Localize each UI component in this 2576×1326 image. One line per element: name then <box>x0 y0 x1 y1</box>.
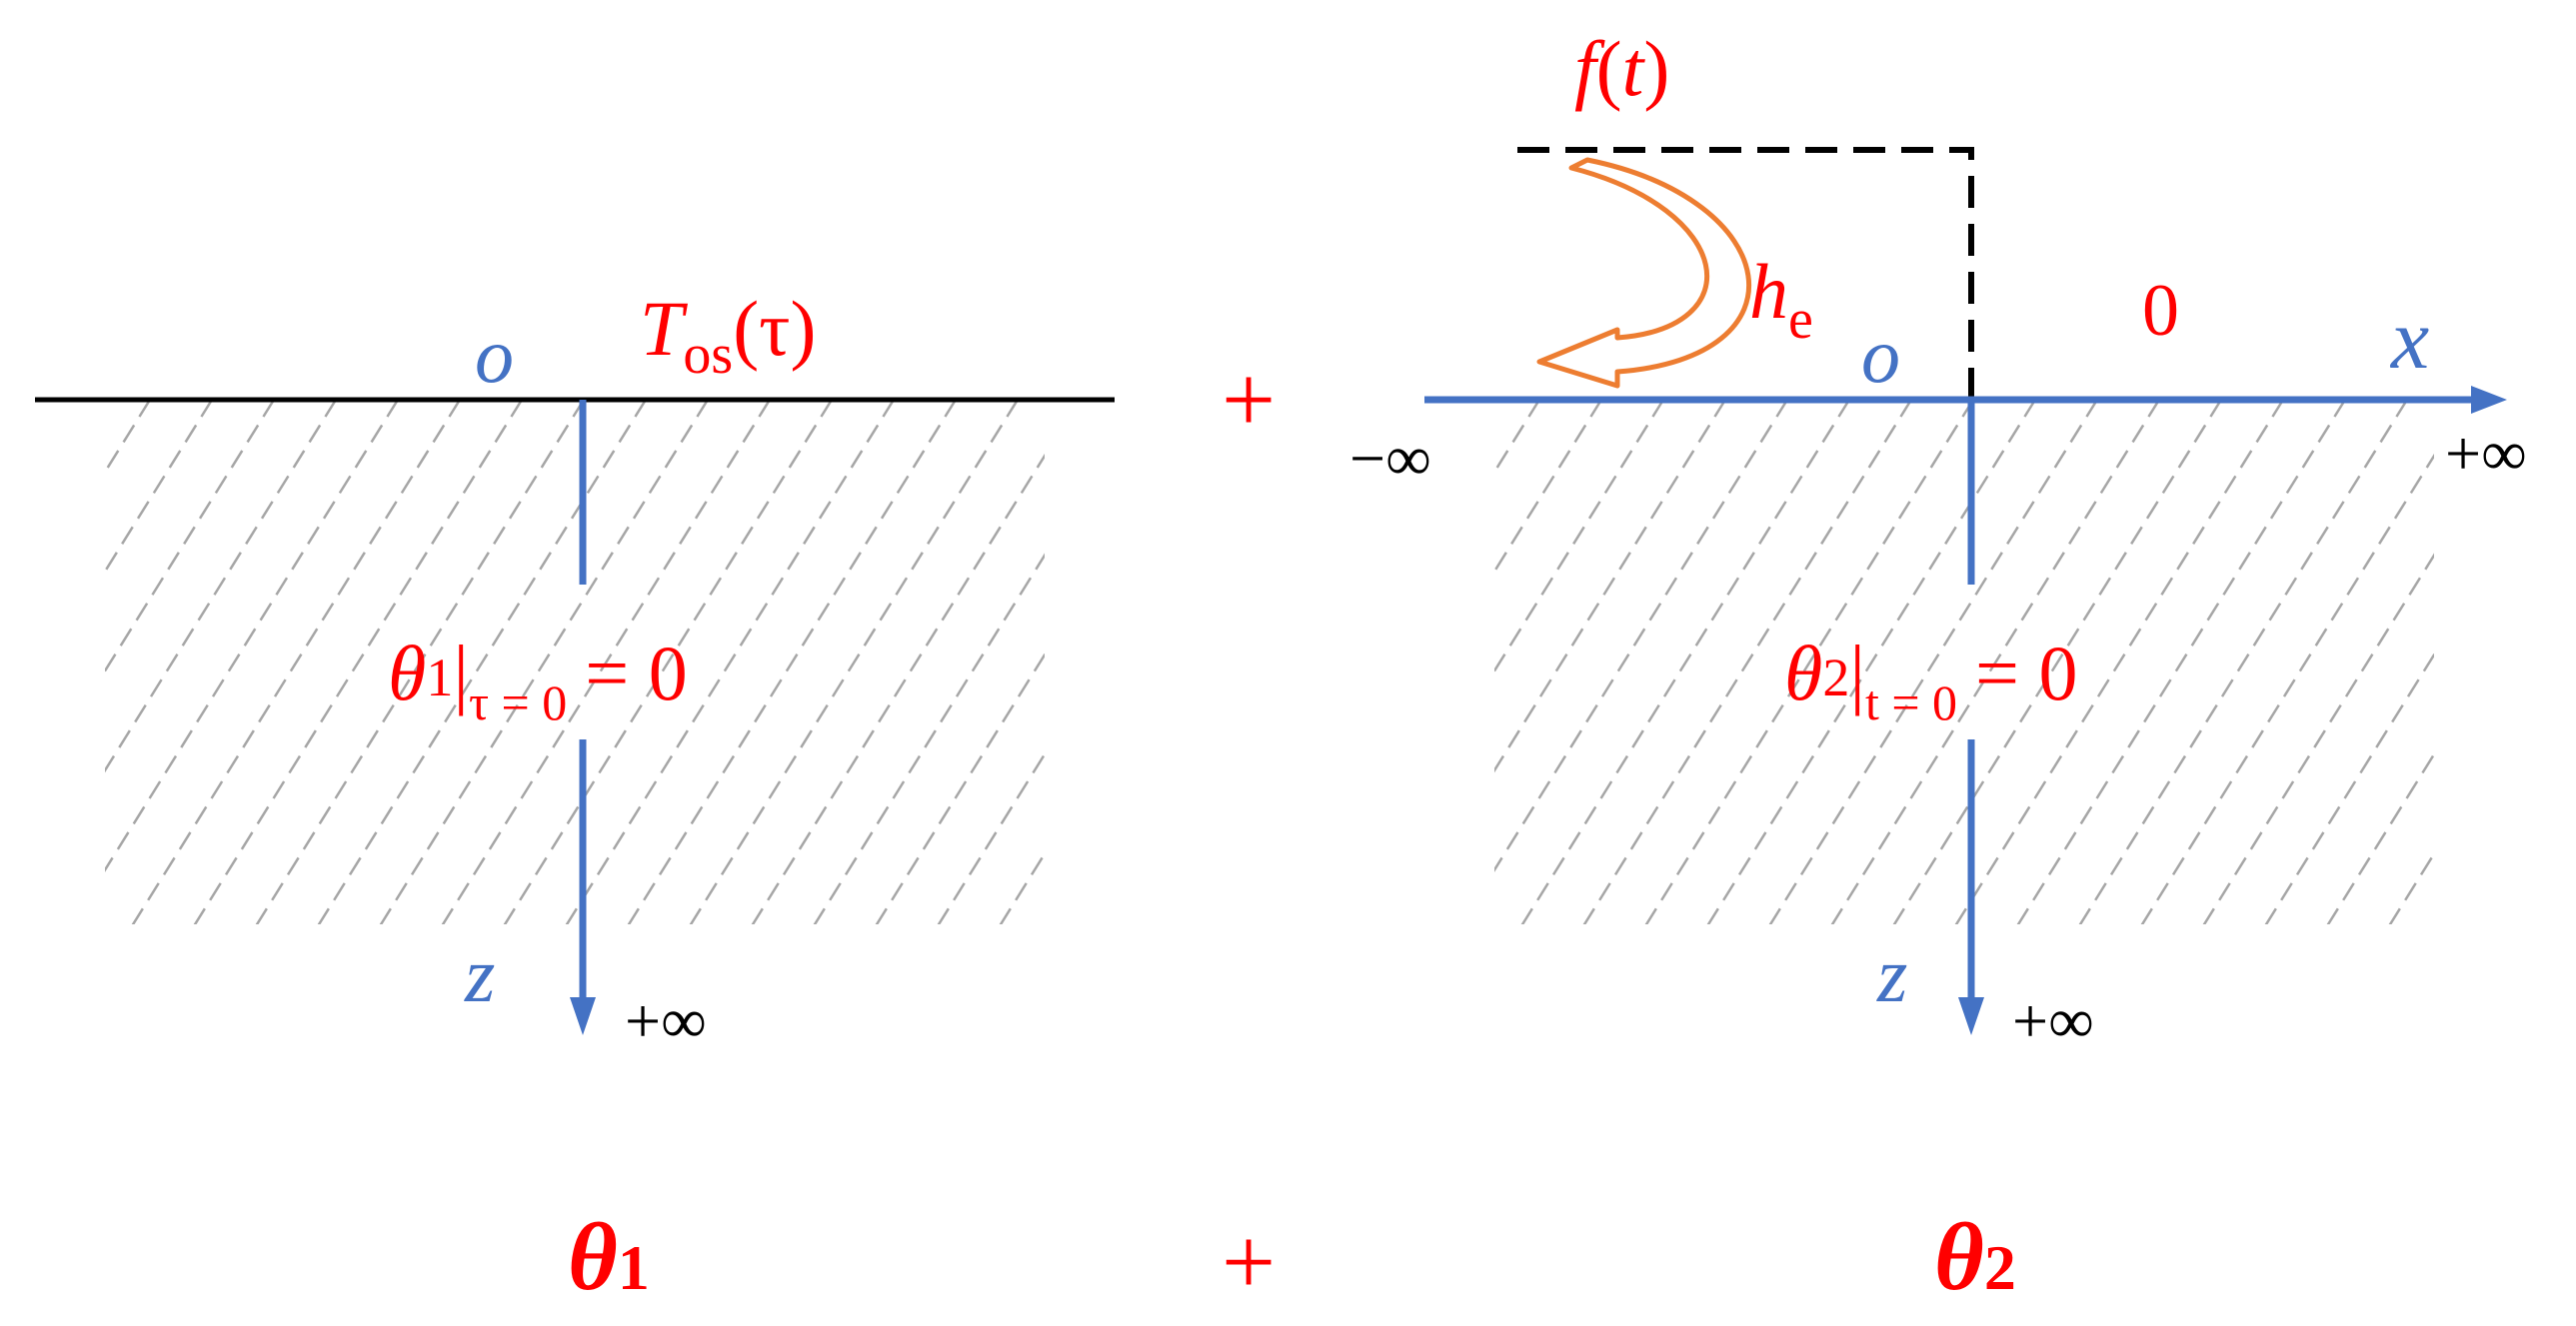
hatch-line <box>1892 400 2223 924</box>
x-axis-label: x <box>2389 291 2429 387</box>
hatch-line <box>105 400 152 475</box>
right-bottom-label: θ2 <box>1934 1203 2016 1310</box>
hatch-line <box>565 400 896 924</box>
f-step-dashed-line <box>1517 147 1974 400</box>
right-z-label: z <box>1876 931 1907 1018</box>
hatch-line <box>2016 400 2347 924</box>
right-initial-index: 2 <box>1822 648 1849 707</box>
x-axis-arrowhead <box>2471 386 2507 414</box>
right-initial-theta: θ <box>1784 630 1822 716</box>
hatch-line <box>105 400 276 673</box>
left-initial-cond: τ = 0 <box>469 674 567 730</box>
hatch-line <box>105 400 214 575</box>
left-z-infinity: +∞ <box>625 985 707 1056</box>
right-z-axis-arrowhead <box>1958 997 1984 1035</box>
plus-infinity-label: +∞ <box>2445 418 2527 489</box>
left-initial-condition: θ1|τ = 0 = 0 <box>388 630 688 730</box>
hatch-line <box>503 400 834 924</box>
hatch-line <box>1520 400 1851 924</box>
hatch-line <box>2078 400 2409 924</box>
hatch-line <box>1184 400 1513 929</box>
hatch-line <box>131 400 462 924</box>
hatch-line <box>379 400 710 924</box>
hatch-line <box>1768 400 2099 924</box>
left-ground-hatch <box>105 400 1513 929</box>
left-panel: o Tos(τ) θ1|τ = 0 = 0 z +∞ θ1 <box>35 285 1513 1310</box>
hatch-line <box>689 400 1020 924</box>
hatch-line <box>1494 400 1603 575</box>
hatch-line <box>2264 652 2434 924</box>
hatch-line <box>1706 400 2037 924</box>
hatch-line <box>105 400 338 773</box>
right-initial-condition: θ2|t = 0 = 0 <box>1784 630 2078 730</box>
hatch-line <box>1644 400 1975 924</box>
right-panel: f(t) he 0 o x −∞ +∞ θ2|t = 0 = 0 z +∞ θ2 <box>1349 25 2527 1310</box>
hatch-line <box>751 453 1045 924</box>
left-boundary-arg: (τ) <box>733 285 816 372</box>
zero-region-label: 0 <box>2142 270 2179 352</box>
hatch-line <box>937 751 1045 924</box>
left-initial-index: 1 <box>426 648 453 707</box>
right-initial-cond: t = 0 <box>1865 674 1957 730</box>
left-boundary-sub: os <box>683 324 733 386</box>
hatch-line <box>1494 400 1727 773</box>
left-origin-label: o <box>475 312 514 399</box>
plus-operator-top: + <box>1222 346 1276 453</box>
left-boundary-label: Tos(τ) <box>640 285 816 386</box>
f-label: f(t) <box>1574 25 1669 112</box>
hatch-line <box>1494 400 1789 872</box>
hatch-line <box>1830 400 2161 924</box>
hatch-line <box>2140 453 2434 924</box>
hatch-line <box>813 553 1045 924</box>
left-z-label: z <box>464 931 495 1018</box>
hatch-line <box>2326 751 2434 924</box>
hatch-line <box>999 851 1045 924</box>
hatch-line <box>1582 400 1913 924</box>
hatch-line <box>875 652 1045 924</box>
plus-operator-bottom: + <box>1222 1208 1276 1315</box>
he-label: he <box>1749 248 1813 351</box>
hatch-line <box>2202 553 2434 924</box>
left-initial-theta: θ <box>388 630 426 716</box>
minus-infinity-label: −∞ <box>1349 423 1431 494</box>
left-z-axis-arrowhead <box>570 997 596 1035</box>
right-origin-label: o <box>1861 312 1900 399</box>
hatch-line <box>627 400 958 924</box>
left-boundary-T: T <box>640 285 688 372</box>
hatch-line <box>193 400 524 924</box>
hatch-line <box>1494 400 1665 673</box>
hatch-line <box>441 400 772 924</box>
hatch-line <box>1954 400 2285 924</box>
hatch-line <box>255 400 586 924</box>
right-initial-rhs: = 0 <box>1975 630 2078 716</box>
hatch-line <box>317 400 648 924</box>
right-ground-hatch <box>1494 400 2434 924</box>
left-bottom-label: θ1 <box>568 1203 650 1310</box>
right-z-infinity: +∞ <box>2012 985 2094 1056</box>
hatch-line <box>1060 400 1389 929</box>
left-initial-rhs: = 0 <box>585 630 688 716</box>
hatch-line <box>105 400 400 872</box>
convection-curved-arrow-icon <box>1536 157 1752 389</box>
